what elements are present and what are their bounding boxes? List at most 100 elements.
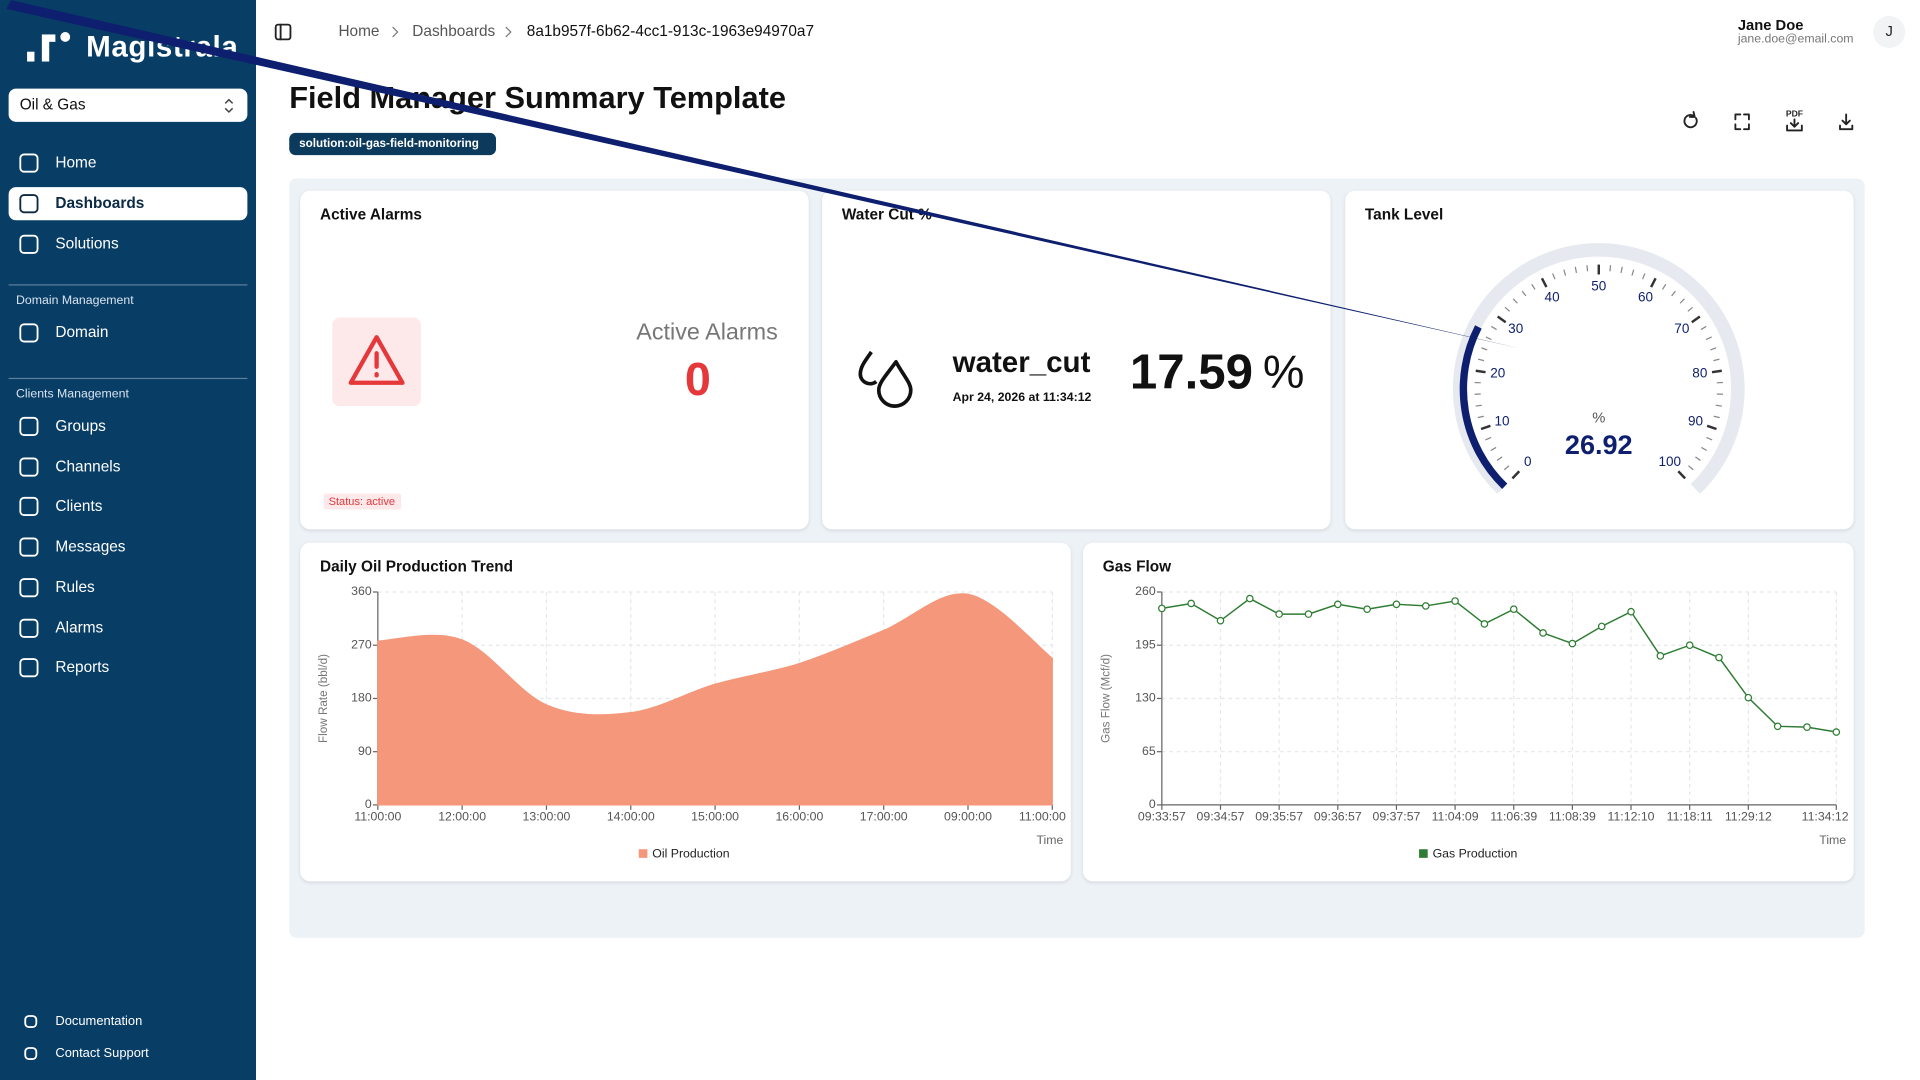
widget-title: Daily Oil Production Trend bbox=[320, 558, 513, 575]
x-axis-label: Time bbox=[1819, 833, 1846, 847]
breadcrumb-separator bbox=[392, 26, 399, 38]
drop-icon bbox=[858, 350, 913, 408]
timestamp: Apr 24, 2026 at 11:34:12 bbox=[953, 390, 1092, 404]
nav-item[interactable]: Domain bbox=[9, 316, 248, 349]
gauge-fill bbox=[1459, 325, 1508, 489]
nav-icon bbox=[19, 323, 39, 343]
point bbox=[1803, 723, 1811, 731]
gauge-tick bbox=[1691, 315, 1701, 324]
sidebar: Magistrala Oil & Gas Domain Management C… bbox=[0, 0, 256, 1080]
point bbox=[1597, 622, 1606, 631]
nav-item[interactable]: Rules bbox=[9, 571, 248, 604]
point bbox=[1832, 728, 1841, 736]
sidebar-toggle[interactable] bbox=[274, 23, 292, 41]
separator bbox=[8, 377, 248, 380]
pdf-label: PDF bbox=[1786, 109, 1803, 119]
gauge-minor-tick bbox=[1713, 415, 1720, 419]
x-tick-label: 11:12:10 bbox=[1608, 809, 1655, 823]
nav-item[interactable]: Home bbox=[9, 146, 248, 179]
x-tick-label: 11:08:39 bbox=[1549, 809, 1596, 823]
x-tick-label: 13:00:00 bbox=[523, 809, 571, 823]
gauge-tick bbox=[1496, 315, 1507, 324]
nav-icon bbox=[24, 1015, 38, 1028]
gauge-tick bbox=[1511, 470, 1521, 480]
y-tick-label: 130 bbox=[1135, 691, 1156, 705]
status-text: Status: active bbox=[329, 496, 395, 508]
y-tick-label: 0 bbox=[1149, 797, 1156, 811]
gauge-minor-tick bbox=[1687, 306, 1693, 312]
gauge-minor-tick bbox=[1620, 266, 1623, 274]
avatar-initial: J bbox=[1886, 24, 1893, 40]
breadcrumb-link[interactable]: Home bbox=[338, 23, 379, 40]
x-tick-label: 09:34:57 bbox=[1197, 809, 1245, 823]
gauge-tick-label: 30 bbox=[1508, 321, 1523, 336]
gauge-minor-tick bbox=[1705, 336, 1712, 341]
gauge-tick-label: 60 bbox=[1638, 290, 1653, 305]
point bbox=[1246, 594, 1254, 603]
nav-item[interactable]: Clients bbox=[9, 490, 248, 523]
widget-title: Water Cut % bbox=[842, 206, 932, 223]
gauge-minor-tick bbox=[1715, 404, 1722, 407]
x-tick-label: 09:00:00 bbox=[944, 809, 992, 823]
point bbox=[1539, 629, 1547, 637]
nav-item[interactable]: Channels bbox=[9, 450, 248, 483]
gauge-minor-tick bbox=[1679, 298, 1685, 304]
workspace-name: Oil & Gas bbox=[19, 95, 86, 114]
fullscreen-button[interactable] bbox=[1734, 113, 1750, 131]
x-tick-label: 11:04:09 bbox=[1432, 809, 1479, 823]
y-tick-label: 180 bbox=[351, 691, 372, 705]
x-tick-label: 09:35:57 bbox=[1255, 809, 1303, 823]
gauge-tick-label: 70 bbox=[1674, 321, 1689, 336]
water-cut-value: 17.59 bbox=[1130, 344, 1253, 399]
workspace-select[interactable]: Oil & Gas bbox=[8, 88, 248, 122]
y-tick-label: 65 bbox=[1142, 744, 1156, 758]
breadcrumb-link[interactable]: Dashboards bbox=[412, 23, 495, 40]
x-tick-label: 16:00:00 bbox=[775, 809, 823, 823]
refresh-button[interactable] bbox=[1683, 111, 1698, 129]
nav-item[interactable]: Solutions bbox=[9, 228, 248, 261]
gauge-minor-tick bbox=[1512, 298, 1518, 304]
gauge-minor-tick bbox=[1485, 336, 1492, 341]
nav-icon bbox=[19, 577, 39, 597]
gauge-minor-tick bbox=[1481, 347, 1488, 351]
avatar[interactable] bbox=[1873, 15, 1906, 48]
gauge-minor-tick bbox=[1475, 404, 1482, 407]
nav-item[interactable]: Groups bbox=[9, 410, 248, 443]
tag-text: solution:oil-gas-field-monitoring bbox=[299, 137, 479, 150]
download-button[interactable] bbox=[1839, 113, 1854, 131]
nav-item[interactable]: Dashboards bbox=[8, 187, 248, 221]
widget-card bbox=[1345, 190, 1854, 530]
gauge-tick-label: 40 bbox=[1545, 290, 1560, 305]
sensor-name: water_cut bbox=[952, 346, 1091, 379]
x-axis-label: Time bbox=[1037, 833, 1064, 847]
gauge-minor-tick bbox=[1706, 436, 1713, 441]
breadcrumb-current: 8a1b957f-6b62-4cc1-913c-1963e94970a7 bbox=[527, 23, 814, 40]
nav-item[interactable]: Alarms bbox=[9, 611, 248, 644]
gauge-tick-label: 0 bbox=[1524, 454, 1532, 469]
y-tick-label: 270 bbox=[351, 637, 372, 651]
gauge-minor-tick bbox=[1688, 465, 1694, 471]
gauge-minor-tick bbox=[1609, 265, 1612, 272]
legend-label: Oil Production bbox=[652, 846, 729, 860]
gauge-minor-tick bbox=[1504, 306, 1511, 312]
gauge-tick bbox=[1480, 424, 1491, 431]
x-tick-label: 11:29:12 bbox=[1725, 809, 1772, 823]
nav-item[interactable]: Reports bbox=[9, 651, 248, 684]
point bbox=[1421, 602, 1430, 610]
tag bbox=[289, 132, 496, 156]
gauge-minor-tick bbox=[1574, 266, 1578, 274]
footer-link[interactable]: Documentation bbox=[9, 1009, 142, 1034]
gauge-value: 26.92 bbox=[1565, 429, 1633, 460]
x-tick-label: 09:33:57 bbox=[1138, 809, 1186, 823]
legend-label: Gas Production bbox=[1433, 846, 1518, 860]
x-tick-label: 11:34:12 bbox=[1802, 809, 1849, 823]
pdf-button[interactable]: PDF bbox=[1786, 109, 1803, 132]
point bbox=[1509, 605, 1518, 614]
footer-link[interactable]: Contact Support bbox=[9, 1041, 149, 1066]
nav-item[interactable]: Messages bbox=[9, 531, 248, 564]
y-tick-label: 260 bbox=[1135, 584, 1156, 598]
gauge-tick bbox=[1711, 369, 1722, 374]
nav-icon bbox=[19, 234, 39, 254]
nav-icon bbox=[19, 194, 39, 214]
